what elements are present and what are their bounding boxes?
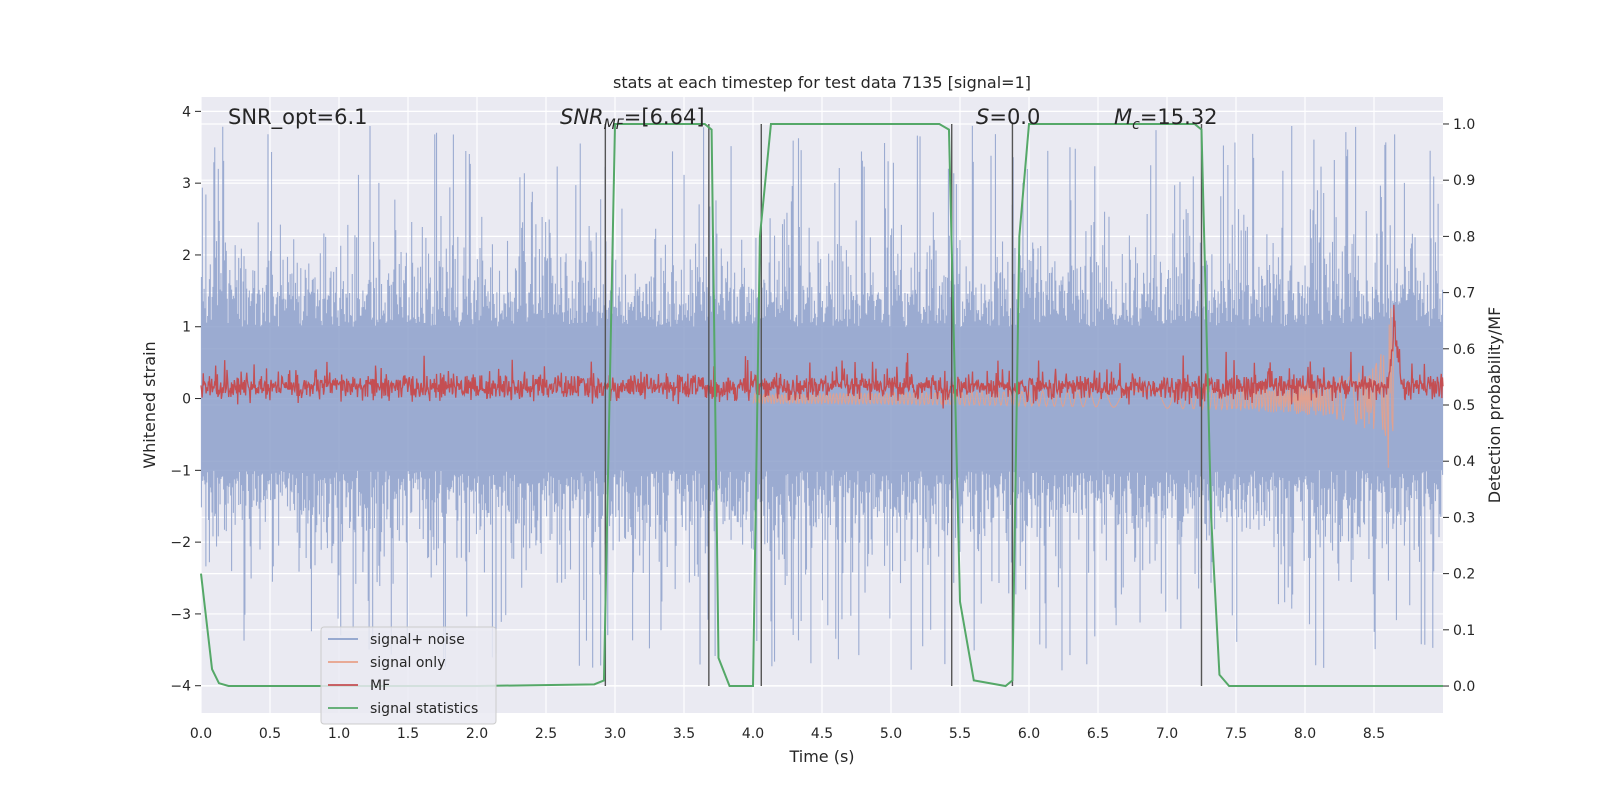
annotation-mc-sub: c xyxy=(1132,117,1140,133)
annotation-snr-opt: SNR_opt=6.1 xyxy=(228,105,368,130)
x-tick-label: 5.0 xyxy=(880,726,902,742)
x-tick-label: 2.5 xyxy=(535,726,557,742)
y-left-tick-label: 2 xyxy=(182,248,191,264)
y-right-tick-label: 0.8 xyxy=(1453,229,1475,245)
legend-label-signal-only: signal only xyxy=(370,655,445,671)
mf-line xyxy=(200,304,1444,409)
annotation-snr-mf-main: SNR xyxy=(560,105,604,129)
y-left-tick-label: −1 xyxy=(170,463,191,479)
x-tick-label: 0.5 xyxy=(259,726,281,742)
y-left-tick-label: 3 xyxy=(182,176,191,192)
y-right-tick-label: 0.6 xyxy=(1453,342,1475,358)
mf-series xyxy=(200,304,1444,409)
y-left-tick-label: 0 xyxy=(182,392,191,408)
y-right-tick-label: 0.0 xyxy=(1453,679,1475,695)
x-tick-label: 8.5 xyxy=(1363,726,1385,742)
y-right-tick-label: 0.9 xyxy=(1453,173,1475,189)
annotation-mc-main: M xyxy=(1114,105,1132,129)
annotation-mc: Mc=15.32 xyxy=(1114,105,1218,133)
left-y-axis-ticks: 4 3 2 1 0 −1 −2 −3 −4 xyxy=(170,104,201,695)
legend: signal+ noise signal only MF signal stat… xyxy=(320,626,497,725)
legend-label-signal-noise: signal+ noise xyxy=(370,632,465,648)
x-axis-ticks: 0.0 0.5 1.0 1.5 2.0 2.5 3.0 3.5 4.0 4.5 5.0 5.5 6.0 6… xyxy=(190,726,1385,742)
x-tick-label: 1.5 xyxy=(397,726,419,742)
annotation-snr-mf: SNRMF=[6.64] xyxy=(560,105,705,133)
left-y-axis-label: Whitened strain xyxy=(140,341,159,468)
y-right-tick-label: 0.7 xyxy=(1453,286,1475,302)
signal-only-line xyxy=(752,308,1395,468)
x-tick-label: 4.5 xyxy=(811,726,833,742)
y-right-tick-label: 1.0 xyxy=(1453,117,1475,133)
signal-statistics-series xyxy=(200,122,1443,688)
signal-statistics-line xyxy=(200,122,1443,688)
y-right-tick-label: 0.1 xyxy=(1453,623,1475,639)
annotation-snr-mf-value: =[6.64] xyxy=(624,105,705,129)
x-tick-label: 3.0 xyxy=(604,726,626,742)
x-tick-label: 7.0 xyxy=(1156,726,1178,742)
y-right-tick-label: 0.5 xyxy=(1453,398,1475,414)
y-left-tick-label: −4 xyxy=(170,679,191,695)
annotation-mc-value: =15.32 xyxy=(1140,105,1218,129)
x-tick-label: 3.5 xyxy=(673,726,695,742)
x-tick-label: 4.0 xyxy=(742,726,764,742)
chart-title: stats at each timestep for test data 713… xyxy=(613,73,1031,92)
annotation-snr-mf-sub: MF xyxy=(604,117,625,133)
x-tick-label: 1.0 xyxy=(328,726,350,742)
annotation-s: S=0.0 xyxy=(976,105,1040,129)
x-tick-label: 5.5 xyxy=(949,726,971,742)
legend-label-signal-statistics: signal statistics xyxy=(370,701,478,717)
x-tick-label: 8.0 xyxy=(1294,726,1316,742)
legend-box xyxy=(320,626,497,725)
x-tick-label: 6.0 xyxy=(1018,726,1040,742)
legend-label-mf: MF xyxy=(370,678,390,694)
x-tick-label: 2.0 xyxy=(466,726,488,742)
signal-only-series xyxy=(752,308,1395,468)
x-tick-label: 0.0 xyxy=(190,726,212,742)
right-y-axis-ticks: 1.0 0.9 0.8 0.7 0.6 0.5 0.4 0.3 0.2 0.1 0.0 xyxy=(1443,117,1475,695)
x-axis-label: Time (s) xyxy=(788,747,854,766)
y-left-tick-label: 1 xyxy=(182,320,191,336)
x-tick-label: 6.5 xyxy=(1087,726,1109,742)
y-left-tick-label: 4 xyxy=(182,104,191,120)
y-right-tick-label: 0.2 xyxy=(1453,567,1475,583)
x-tick-label: 7.5 xyxy=(1225,726,1247,742)
annotation-s-value: =0.0 xyxy=(989,105,1040,129)
y-left-tick-label: −3 xyxy=(170,607,191,623)
y-right-tick-label: 0.3 xyxy=(1453,510,1475,526)
right-y-axis-label: Detection probability/MF xyxy=(1485,307,1504,504)
y-left-tick-label: −2 xyxy=(170,535,191,551)
annotation-s-main: S xyxy=(976,105,989,129)
y-right-tick-label: 0.4 xyxy=(1453,454,1475,470)
